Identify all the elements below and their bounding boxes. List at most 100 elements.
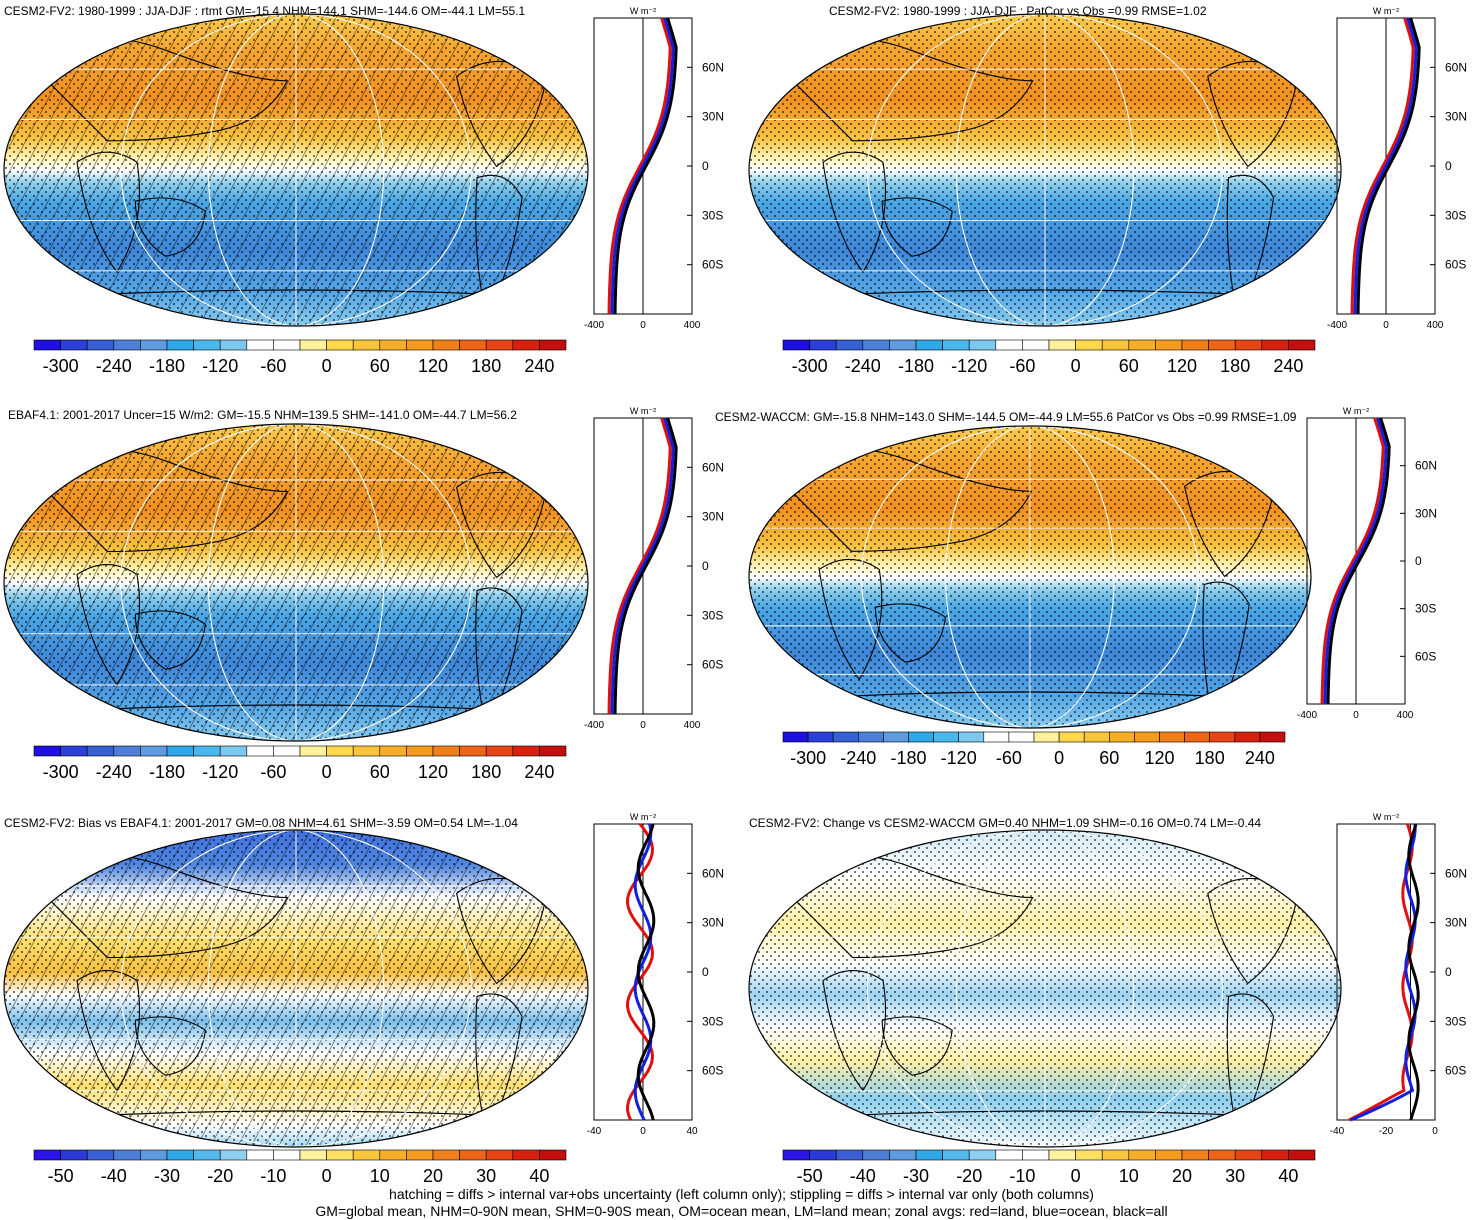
colorbar-swatch xyxy=(273,1149,301,1161)
lat-tick-label: 60N xyxy=(1445,866,1467,880)
x-tick-label: -40 xyxy=(1330,1126,1345,1137)
colorbar-swatch xyxy=(246,1149,274,1161)
colorbar-swatch xyxy=(782,1149,810,1161)
colorbar-swatch xyxy=(432,339,460,351)
colorbar-swatch xyxy=(942,1149,970,1161)
colorbar-swatch xyxy=(539,1149,567,1161)
panel-middle-left: EBAF4.1: 2001-2017 Uncer=15 W/m2: GM=-15… xyxy=(0,400,740,790)
graticule-meridian xyxy=(866,14,1224,326)
x-tick-label: -20 xyxy=(1379,1126,1394,1137)
colorbar-swatch xyxy=(1075,339,1103,351)
colorbar-tick-label: 40 xyxy=(1278,1166,1298,1186)
panel-top-left: CESM2-FV2: 1980-1999 : JJA-DJF : rtmt GM… xyxy=(0,0,740,390)
graticule-meridian xyxy=(945,426,1115,728)
colorbar-tick-label: 180 xyxy=(471,762,501,782)
colorbar-swatch xyxy=(299,1149,327,1161)
zonal-curve-land xyxy=(1320,417,1385,704)
colorbar-swatch xyxy=(86,1149,115,1161)
map-border xyxy=(748,829,1342,1148)
colorbar: -300-240-180-120-60060120180240300 xyxy=(782,731,1286,768)
colorbar-swatch xyxy=(379,1149,407,1161)
colorbar-swatch xyxy=(968,1149,997,1161)
colorbar-tick-label: -10 xyxy=(1009,1166,1035,1186)
colorbar-swatch xyxy=(1209,731,1236,743)
colorbar-tick-label: -60 xyxy=(260,762,286,782)
colorbar-swatch xyxy=(219,1149,248,1161)
graticule-meridian xyxy=(866,830,1224,1147)
lat-tick-label: 30N xyxy=(1445,916,1467,930)
graticule-meridian xyxy=(207,14,385,326)
lat-tick-label: 0 xyxy=(1415,554,1422,568)
lat-tick-label: 0 xyxy=(702,965,709,979)
colorbar-tick-label: 240 xyxy=(524,762,554,782)
zonal-mean-plot: W m⁻² 60N 30N 0 30S 60S -400 0 400 xyxy=(1327,6,1467,331)
colorbar-swatch xyxy=(432,745,460,757)
colorbar-swatch xyxy=(858,731,884,743)
colorbar-tick-label: 240 xyxy=(1245,748,1275,768)
colorbar-swatch xyxy=(883,731,909,743)
colorbar-swatch xyxy=(86,339,115,351)
colorbar-tick-label: -30 xyxy=(154,1166,180,1186)
colorbar-swatch xyxy=(809,339,837,351)
colorbar-swatch xyxy=(485,745,514,757)
colorbar-swatch xyxy=(1155,339,1183,351)
colorbar-swatch xyxy=(958,731,985,743)
colorbar-swatch xyxy=(782,339,810,351)
colorbar-tick-label: -60 xyxy=(1009,356,1035,376)
colorbar-tick-label: 30 xyxy=(476,1166,496,1186)
lat-tick-label: 60N xyxy=(1415,459,1437,473)
zonal-curve-all xyxy=(1356,17,1421,314)
map-robinson xyxy=(748,425,1312,729)
map-border xyxy=(748,13,1342,327)
zonal-curve-land xyxy=(607,417,672,714)
colorbar-tick-label: 10 xyxy=(1119,1166,1139,1186)
colorbar-swatch xyxy=(1101,1149,1130,1161)
colorbar-tick-label: -180 xyxy=(898,356,934,376)
colorbar-swatch xyxy=(983,731,1010,743)
lat-tick-label: 30N xyxy=(702,916,724,930)
colorbar-tick-label: -60 xyxy=(260,356,286,376)
colorbar-swatch xyxy=(1048,1149,1076,1161)
lat-tick-label: 60S xyxy=(702,658,723,672)
colorbar-tick-label: -180 xyxy=(149,762,185,782)
zonal-mean-plot: W m⁻² 60N 30N 0 30S 60S -400 0 400 xyxy=(584,406,724,731)
colorbar-swatch xyxy=(406,745,434,757)
colorbar-swatch xyxy=(432,1149,460,1161)
colorbar-swatch xyxy=(1022,339,1050,351)
colorbar-swatch xyxy=(193,339,221,351)
lat-tick-label: 30N xyxy=(702,510,724,524)
colorbar-swatch xyxy=(1101,339,1130,351)
colorbar-swatch xyxy=(140,745,168,757)
colorbar-swatch xyxy=(219,745,248,757)
colorbar-swatch xyxy=(33,745,61,757)
panel-title: CESM2-WACCM: GM=-15.8 NHM=143.0 SHM=-144… xyxy=(715,410,1297,424)
graticule-meridian xyxy=(955,14,1135,326)
x-tick-label: 0 xyxy=(1432,1126,1438,1137)
lat-tick-label: 60N xyxy=(1445,60,1467,74)
colorbar: -300-240-180-120-60060120180240300 xyxy=(782,339,1316,376)
colorbar-swatch xyxy=(166,339,194,351)
colorbar-tick-label: 0 xyxy=(322,762,332,782)
colorbar-swatch xyxy=(889,1149,917,1161)
colorbar-swatch xyxy=(1128,1149,1156,1161)
colorbar-swatch xyxy=(807,731,834,743)
colorbar-tick-label: 0 xyxy=(1071,356,1081,376)
colorbar-swatch xyxy=(1181,339,1209,351)
colorbar: -300-240-180-120-60060120180240300 xyxy=(33,745,567,782)
map-robinson xyxy=(3,13,589,327)
lat-tick-label: 60N xyxy=(702,866,724,880)
colorbar-swatch xyxy=(1058,731,1085,743)
lat-tick-label: 30N xyxy=(702,110,724,124)
colorbar-swatch xyxy=(1083,731,1110,743)
colorbar-swatch xyxy=(140,339,168,351)
x-tick-label: -40 xyxy=(587,1126,602,1137)
colorbar-swatch xyxy=(113,339,141,351)
zonal-curve-land xyxy=(607,17,672,314)
colorbar-swatch xyxy=(273,339,301,351)
x-tick-label: 400 xyxy=(684,320,701,331)
panel-bottom-left: CESM2-FV2: Bias vs EBAF4.1: 2001-2017 GM… xyxy=(0,808,740,1188)
graticule-meridian xyxy=(860,426,1200,728)
colorbar-swatch xyxy=(1159,731,1185,743)
colorbar-tick-label: 120 xyxy=(1144,748,1174,768)
lat-tick-label: 0 xyxy=(702,159,709,173)
